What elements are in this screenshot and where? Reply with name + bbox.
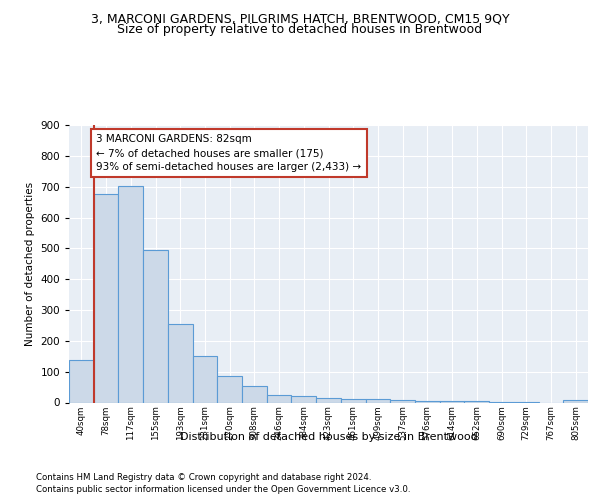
Text: Contains public sector information licensed under the Open Government Licence v3: Contains public sector information licen… (36, 485, 410, 494)
Bar (267, 395, 292, 402)
Bar (118, 186, 143, 402)
Bar (341, 400, 365, 402)
Bar (316, 398, 341, 402)
Bar (563, 400, 588, 402)
Bar (69, 360, 94, 403)
Bar (365, 400, 390, 402)
Bar (390, 400, 415, 402)
Bar (440, 401, 464, 402)
Text: Distribution of detached houses by size in Brentwood: Distribution of detached houses by size … (180, 432, 478, 442)
Bar (193, 356, 217, 403)
Text: 3, MARCONI GARDENS, PILGRIMS HATCH, BRENTWOOD, CM15 9QY: 3, MARCONI GARDENS, PILGRIMS HATCH, BREN… (91, 12, 509, 26)
Text: Contains HM Land Registry data © Crown copyright and database right 2024.: Contains HM Land Registry data © Crown c… (36, 472, 371, 482)
Bar (143, 250, 168, 402)
Text: Size of property relative to detached houses in Brentwood: Size of property relative to detached ho… (118, 22, 482, 36)
Bar (242, 386, 267, 402)
Bar (168, 324, 193, 402)
Bar (94, 194, 118, 402)
Y-axis label: Number of detached properties: Number of detached properties (25, 182, 35, 346)
Bar (415, 401, 440, 402)
Bar (217, 376, 242, 402)
Text: 3 MARCONI GARDENS: 82sqm
← 7% of detached houses are smaller (175)
93% of semi-d: 3 MARCONI GARDENS: 82sqm ← 7% of detache… (96, 134, 361, 172)
Bar (292, 396, 316, 402)
